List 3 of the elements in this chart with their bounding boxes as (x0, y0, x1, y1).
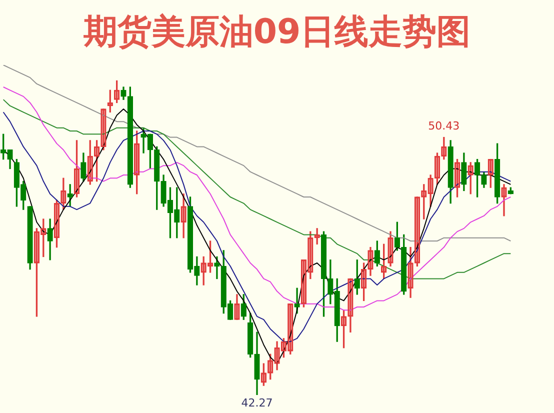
annotation: 42.27 (241, 396, 273, 410)
annotation: 50.43 (428, 120, 460, 133)
chart-title: 期货美原油09日线走势图 (82, 12, 472, 52)
